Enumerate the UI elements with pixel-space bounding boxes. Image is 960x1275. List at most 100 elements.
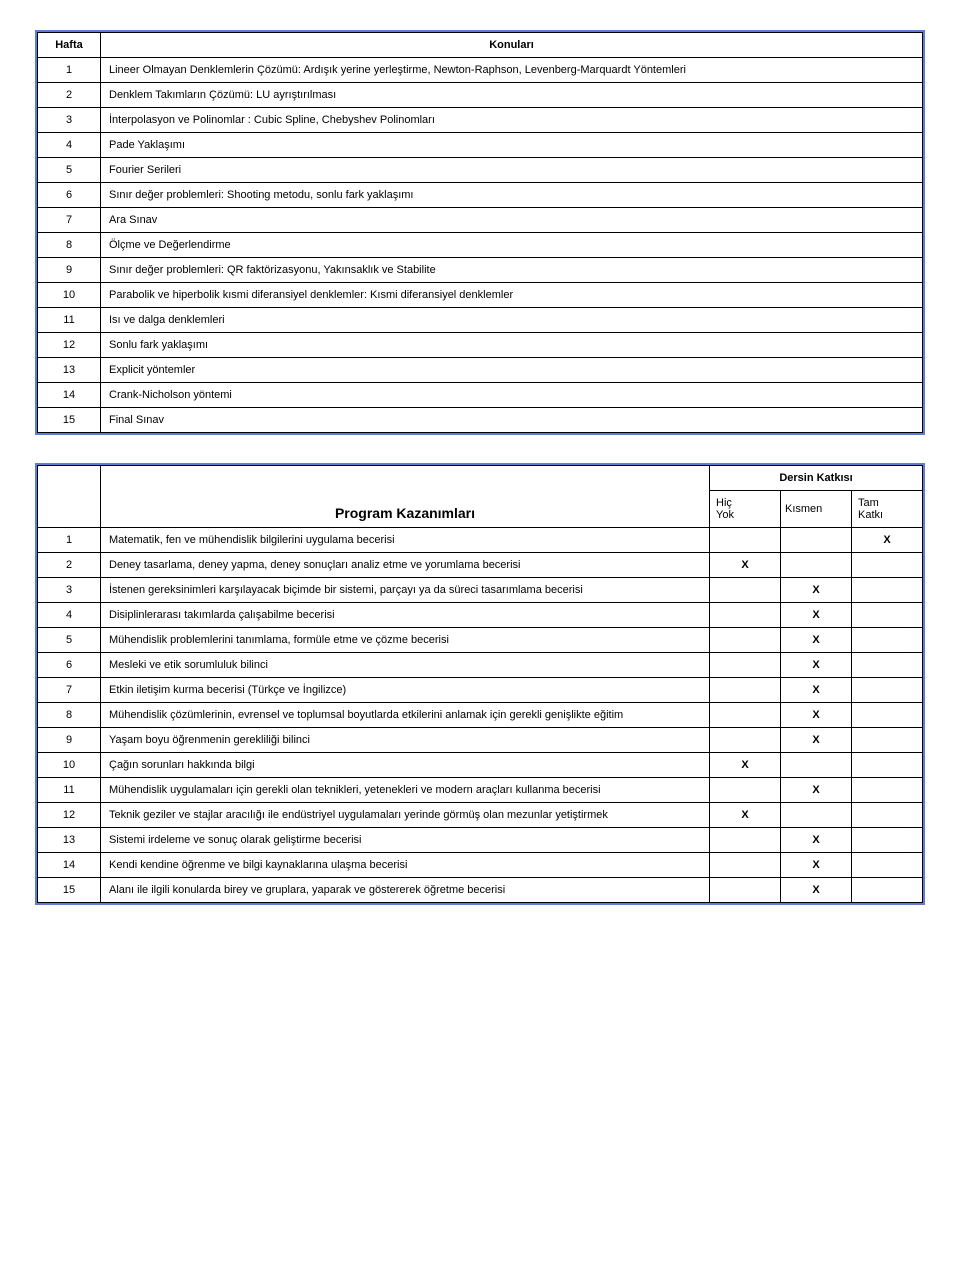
mark-cell — [852, 703, 923, 728]
table-row: 3İnterpolasyon ve Polinomlar : Cubic Spl… — [38, 108, 923, 133]
row-text: Explicit yöntemler — [101, 358, 923, 383]
mark-cell: X — [781, 878, 852, 903]
mark-cell — [852, 728, 923, 753]
mark-cell — [852, 578, 923, 603]
outcomes-table: Program Kazanımları Dersin Katkısı Hiç Y… — [37, 465, 923, 903]
mark-cell — [710, 653, 781, 678]
outcomes-table-wrapper: Program Kazanımları Dersin Katkısı Hiç Y… — [35, 463, 925, 905]
row-number: 7 — [38, 678, 101, 703]
row-text: Sistemi irdeleme ve sonuç olarak gelişti… — [101, 828, 710, 853]
table-row: 3İstenen gereksinimleri karşılayacak biç… — [38, 578, 923, 603]
mark-cell — [781, 753, 852, 778]
mark-cell: X — [781, 628, 852, 653]
topics-header-subject: Konuları — [101, 33, 923, 58]
outcomes-col-none: Hiç Yok — [710, 491, 781, 528]
mark-cell: X — [781, 728, 852, 753]
row-number: 10 — [38, 753, 101, 778]
row-number: 6 — [38, 183, 101, 208]
row-number: 11 — [38, 778, 101, 803]
mark-cell — [710, 603, 781, 628]
mark-cell: X — [781, 578, 852, 603]
mark-cell — [852, 803, 923, 828]
table-row: 8Mühendislik çözümlerinin, evrensel ve t… — [38, 703, 923, 728]
row-number: 1 — [38, 528, 101, 553]
mark-cell — [710, 828, 781, 853]
mark-cell: X — [781, 778, 852, 803]
row-text: Alanı ile ilgili konularda birey ve grup… — [101, 878, 710, 903]
table-row: 4Pade Yaklaşımı — [38, 133, 923, 158]
mark-cell — [710, 703, 781, 728]
row-number: 7 — [38, 208, 101, 233]
row-text: Mühendislik problemlerini tanımlama, for… — [101, 628, 710, 653]
mark-cell — [710, 578, 781, 603]
mark-cell — [781, 803, 852, 828]
mark-cell: X — [710, 553, 781, 578]
mark-cell — [710, 628, 781, 653]
table-row: 10Çağın sorunları hakkında bilgiX — [38, 753, 923, 778]
table-row: 14Crank-Nicholson yöntemi — [38, 383, 923, 408]
table-row: 11Mühendislik uygulamaları için gerekli … — [38, 778, 923, 803]
table-row: 7Etkin iletişim kurma becerisi (Türkçe v… — [38, 678, 923, 703]
table-row: 6Mesleki ve etik sorumluluk bilinciX — [38, 653, 923, 678]
table-row: 5Fourier Serileri — [38, 158, 923, 183]
table-row: 9Sınır değer problemleri: QR faktörizasy… — [38, 258, 923, 283]
mark-cell — [852, 628, 923, 653]
row-number: 12 — [38, 803, 101, 828]
mark-cell: X — [710, 753, 781, 778]
mark-cell — [852, 553, 923, 578]
row-number: 9 — [38, 258, 101, 283]
outcomes-header-title: Program Kazanımları — [101, 466, 710, 528]
table-row: 6Sınır değer problemleri: Shooting metod… — [38, 183, 923, 208]
row-number: 3 — [38, 108, 101, 133]
row-text: İnterpolasyon ve Polinomlar : Cubic Spli… — [101, 108, 923, 133]
row-number: 2 — [38, 83, 101, 108]
row-number: 14 — [38, 383, 101, 408]
topics-header-week: Hafta — [38, 33, 101, 58]
row-number: 11 — [38, 308, 101, 333]
mark-cell — [852, 653, 923, 678]
table-row: 8Ölçme ve Değerlendirme — [38, 233, 923, 258]
row-number: 4 — [38, 603, 101, 628]
row-text: Pade Yaklaşımı — [101, 133, 923, 158]
row-text: Matematik, fen ve mühendislik bilgilerin… — [101, 528, 710, 553]
mark-cell — [852, 603, 923, 628]
mark-cell — [781, 553, 852, 578]
table-row: 5Mühendislik problemlerini tanımlama, fo… — [38, 628, 923, 653]
row-text: Teknik geziler ve stajlar aracılığı ile … — [101, 803, 710, 828]
row-number: 10 — [38, 283, 101, 308]
row-text: Ölçme ve Değerlendirme — [101, 233, 923, 258]
table-row: 2Deney tasarlama, deney yapma, deney son… — [38, 553, 923, 578]
mark-cell — [781, 528, 852, 553]
row-number: 5 — [38, 628, 101, 653]
row-text: Crank-Nicholson yöntemi — [101, 383, 923, 408]
row-number: 13 — [38, 828, 101, 853]
table-row: 13Explicit yöntemler — [38, 358, 923, 383]
mark-cell — [852, 853, 923, 878]
topics-table-wrapper: Hafta Konuları 1Lineer Olmayan Denklemle… — [35, 30, 925, 435]
table-row: 12Teknik geziler ve stajlar aracılığı il… — [38, 803, 923, 828]
mark-cell: X — [781, 678, 852, 703]
row-text: İstenen gereksinimleri karşılayacak biçi… — [101, 578, 710, 603]
mark-cell — [710, 778, 781, 803]
table-row: 2Denklem Takımların Çözümü: LU ayrıştırı… — [38, 83, 923, 108]
row-text: Mühendislik çözümlerinin, evrensel ve to… — [101, 703, 710, 728]
row-text: Deney tasarlama, deney yapma, deney sonu… — [101, 553, 710, 578]
row-text: Mühendislik uygulamaları için gerekli ol… — [101, 778, 710, 803]
mark-cell: X — [781, 653, 852, 678]
outcomes-header-num — [38, 466, 101, 528]
row-number: 15 — [38, 408, 101, 433]
row-text: Fourier Serileri — [101, 158, 923, 183]
table-row: 13Sistemi irdeleme ve sonuç olarak geliş… — [38, 828, 923, 853]
mark-cell — [852, 778, 923, 803]
row-number: 1 — [38, 58, 101, 83]
row-number: 9 — [38, 728, 101, 753]
row-number: 12 — [38, 333, 101, 358]
mark-cell — [710, 528, 781, 553]
mark-cell — [710, 853, 781, 878]
table-row: 4Disiplinlerarası takımlarda çalışabilme… — [38, 603, 923, 628]
row-number: 2 — [38, 553, 101, 578]
row-number: 8 — [38, 703, 101, 728]
mark-cell: X — [781, 603, 852, 628]
mark-cell: X — [781, 853, 852, 878]
table-row: 1Matematik, fen ve mühendislik bilgileri… — [38, 528, 923, 553]
